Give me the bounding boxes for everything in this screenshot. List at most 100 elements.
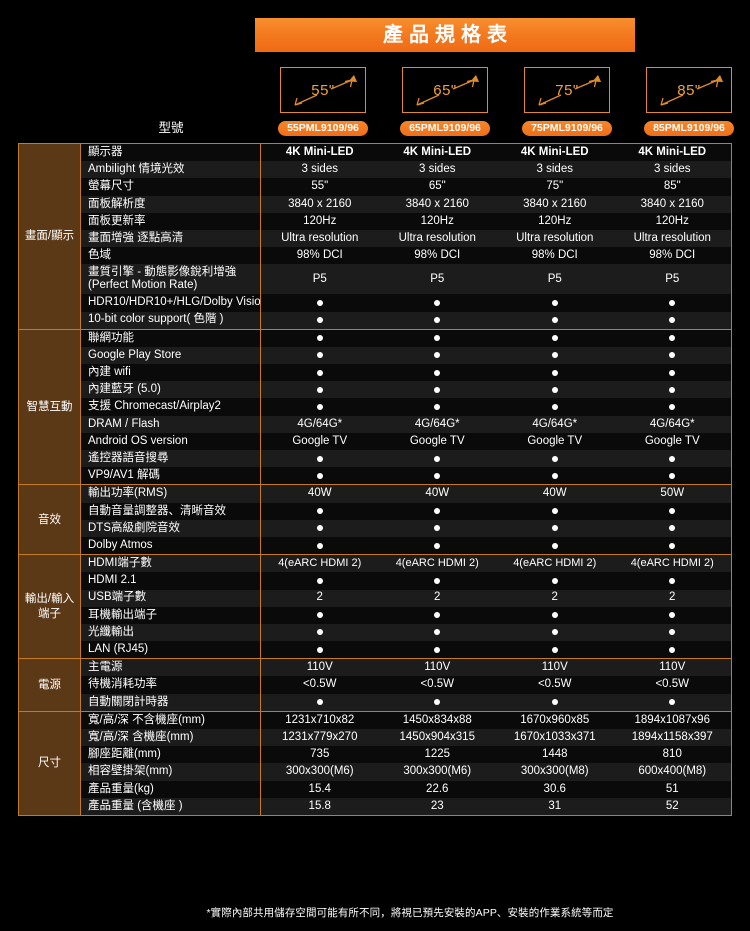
- dot-icon: [669, 352, 676, 359]
- dot-icon: [434, 455, 441, 462]
- spec-value: 98% DCI: [531, 249, 578, 262]
- spec-row: 寬/高/深 不含機座(mm) 1231x710x82 1450x834x88 1670…: [81, 711, 731, 729]
- spec-row-values: 4K Mini-LED 4K Mini-LED 4K Mini-LED 4K Mini…: [261, 144, 731, 161]
- feature-supported-dot-icon: [261, 572, 379, 589]
- feature-supported-dot-icon: [614, 398, 732, 415]
- spec-value: P5: [665, 272, 680, 285]
- spec-row-values: [261, 364, 731, 381]
- dot-icon: [551, 317, 558, 324]
- feature-supported-dot-icon: [614, 364, 732, 381]
- dot-icon: [434, 369, 441, 376]
- spec-row-values: [261, 572, 731, 589]
- spec-row-label: 支援 Chromecast/Airplay2: [81, 398, 261, 416]
- model-number-badge[interactable]: 65PML9109/96: [400, 121, 490, 136]
- spec-row-label: 內建 wifi: [81, 364, 261, 382]
- spec-row-values: 40W 40W 40W 50W: [261, 485, 731, 502]
- spec-row: HDR10/HDR10+/HLG/Dolby Vision: [81, 294, 731, 312]
- spec-row-values: [261, 398, 731, 415]
- dot-icon: [316, 404, 323, 411]
- feature-supported-dot-icon: [379, 398, 497, 415]
- spec-row-values: 3 sides 3 sides 3 sides 3 sides: [261, 161, 731, 178]
- spec-table: 畫面/顯示 顯示器 4K Mini-LED 4K Mini-LED 4K Mini-LE…: [18, 143, 732, 816]
- spec-value: <0.5W: [655, 678, 690, 691]
- spec-row-values: 98% DCI 98% DCI 98% DCI 98% DCI: [261, 247, 731, 264]
- spec-row: 輸出功率(RMS) 40W 40W 40W 50W: [81, 485, 731, 503]
- dot-icon: [316, 577, 323, 584]
- dot-icon: [434, 404, 441, 411]
- feature-supported-dot-icon: [261, 624, 379, 641]
- spec-value: Ultra resolution: [398, 231, 476, 244]
- dot-icon: [669, 508, 676, 515]
- dot-icon: [316, 612, 323, 619]
- spec-value: 85": [663, 180, 681, 193]
- feature-supported-dot-icon: [261, 607, 379, 624]
- spec-row-values: 110V 110V 110V 110V: [261, 659, 731, 676]
- feature-supported-dot-icon: [261, 503, 379, 520]
- page-title: 產品規格表: [383, 24, 513, 46]
- spec-value: 3840 x 2160: [640, 197, 704, 210]
- spec-value: 15.4: [308, 782, 331, 795]
- spec-value: 600x400(M8): [638, 765, 707, 778]
- feature-supported-dot-icon: [261, 312, 379, 329]
- dot-icon: [669, 335, 676, 342]
- feature-supported-dot-icon: [496, 294, 614, 311]
- model-number-badge[interactable]: 85PML9109/96: [644, 121, 734, 136]
- spec-row-label: VP9/AV1 解碼: [81, 467, 261, 485]
- spec-row: 待機消耗功率 <0.5W <0.5W <0.5W <0.5W: [81, 676, 731, 694]
- feature-supported-dot-icon: [496, 503, 614, 520]
- spec-value: 55": [311, 180, 329, 193]
- dot-icon: [316, 369, 323, 376]
- spec-group-rows: 顯示器 4K Mini-LED 4K Mini-LED 4K Mini-LED 4K M…: [81, 144, 731, 329]
- dot-icon: [316, 335, 323, 342]
- feature-supported-dot-icon: [614, 312, 732, 329]
- footnote-text: *實際內部共用儲存空間可能有所不同，將視已預先安裝的APP、安裝的作業系統等而定: [206, 907, 614, 919]
- spec-row-values: [261, 520, 731, 537]
- spec-value: 120Hz: [420, 214, 454, 227]
- dot-icon: [551, 472, 558, 479]
- spec-row-label: 寬/高/深 不含機座(mm): [81, 711, 261, 729]
- spec-row: 遙控器語音搜尋: [81, 450, 731, 468]
- spec-group: 尺寸 寬/高/深 不含機座(mm) 1231x710x82 1450x834x88 16…: [19, 711, 731, 815]
- spec-row-values: 120Hz 120Hz 120Hz 120Hz: [261, 213, 731, 230]
- spec-row-values: <0.5W <0.5W <0.5W <0.5W: [261, 676, 731, 693]
- model-row-label: 型號: [158, 121, 184, 135]
- spec-group: 智慧互動 聯網功能 Google Play Store 內建 wifi 內建藍牙 (5.…: [19, 329, 731, 486]
- feature-supported-dot-icon: [614, 694, 732, 711]
- feature-supported-dot-icon: [496, 312, 614, 329]
- dot-icon: [434, 317, 441, 324]
- spec-row-label: 產品重量 (含機座 ): [81, 797, 261, 815]
- spec-row-values: [261, 537, 731, 554]
- dot-icon: [669, 646, 676, 653]
- spec-value: 4K Mini-LED: [638, 145, 707, 158]
- spec-row-values: 2 2 2 2: [261, 590, 731, 607]
- dot-icon: [434, 629, 441, 636]
- spec-value: 2: [551, 591, 558, 604]
- feature-supported-dot-icon: [261, 641, 379, 658]
- dot-icon: [551, 299, 558, 306]
- dot-icon: [669, 542, 676, 549]
- spec-row: 自動關閉計時器: [81, 693, 732, 711]
- feature-supported-dot-icon: [261, 381, 379, 398]
- spec-row: Ambilight 情境光效 3 sides 3 sides 3 sides 3 sid…: [81, 161, 731, 179]
- model-number-badge[interactable]: 75PML9109/96: [522, 121, 612, 136]
- model-number-badge[interactable]: 55PML9109/96: [278, 121, 368, 136]
- spec-value: 4K Mini-LED: [520, 145, 589, 158]
- spec-value: 15.8: [308, 799, 331, 812]
- spec-value: 3840 x 2160: [523, 197, 587, 210]
- spec-row-label: 寬/高/深 含機座(mm): [81, 729, 261, 747]
- spec-row: USB端子數 2 2 2 2: [81, 589, 731, 607]
- dot-icon: [316, 386, 323, 393]
- spec-value: <0.5W: [302, 678, 337, 691]
- dot-icon: [434, 577, 441, 584]
- spec-row: 光纖輸出: [81, 623, 731, 642]
- spec-row: 內建藍牙 (5.0): [81, 381, 731, 399]
- feature-supported-dot-icon: [496, 537, 614, 554]
- spec-value: 3 sides: [654, 163, 691, 176]
- feature-supported-dot-icon: [496, 641, 614, 658]
- spec-value: 120Hz: [303, 214, 337, 227]
- screen-size-cell: 85": [628, 66, 750, 114]
- footnote: *實際內部共用儲存空間可能有所不同，將視已預先安裝的APP、安裝的作業系統等而定: [0, 905, 750, 920]
- dot-icon: [551, 386, 558, 393]
- spec-row: HDMI端子數 4(eARC HDMI 2) 4(eARC HDMI 2) 4(eAR…: [81, 555, 731, 573]
- spec-value: 1894x1087x96: [634, 713, 710, 726]
